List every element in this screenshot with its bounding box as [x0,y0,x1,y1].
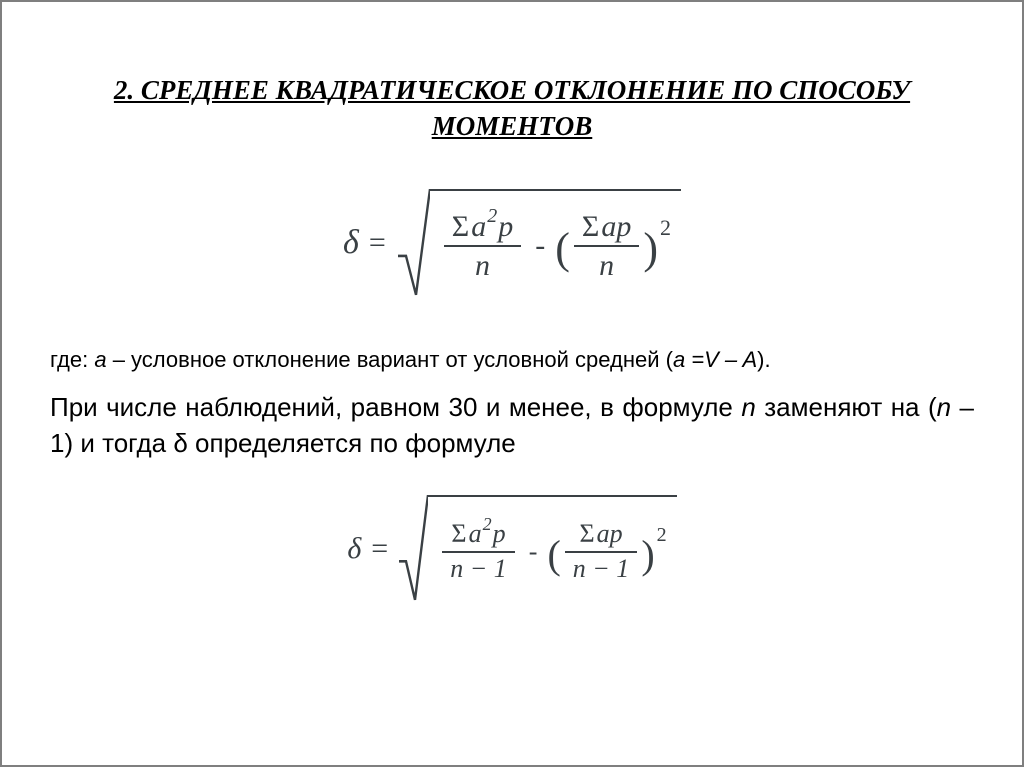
formula2-lhs: δ [347,532,361,566]
formula1-frac1: Σa2p n [444,208,521,284]
formula1-frac2: Σap n [574,208,639,284]
formula1-frac1-den: n [467,247,498,284]
title-line-1: 2. СРЕДНЕЕ КВАДРАТИЧЕСКОЕ ОТКЛОНЕНИЕ ПО … [114,75,910,105]
explain1-post: ). [757,347,770,372]
sigma-symbol: Σ [451,519,466,548]
formula2-frac1-num: Σa2p [443,518,513,551]
exp-2: 2 [487,205,497,227]
var-p: p [493,519,506,548]
slide-title: 2. СРЕДНЕЕ КВАДРАТИЧЕСКОЕ ОТКЛОНЕНИЕ ПО … [50,72,974,145]
minus-symbol: - [535,229,545,263]
formula2-frac2-den: n − 1 [565,553,638,586]
formula2-radicand: Σa2p n − 1 - ( Σap n − 1 ) 2 [428,495,676,602]
outer-exp: 2 [660,215,671,241]
sqrt-icon [396,189,430,297]
formula2-frac1-den: n − 1 [442,553,515,586]
formula2-frac1: Σa2p n − 1 [442,518,515,585]
var-a: a [471,210,486,243]
sigma-symbol: Σ [579,519,594,548]
formula1-radicand: Σa2p n - ( Σap n ) 2 [430,189,681,297]
explain1-pre: где: [50,347,94,372]
explanation-1: где: а – условное отклонение вариант от … [50,345,974,375]
explain2-n2: n [937,392,951,422]
formula1-frac2-den: n [591,247,622,284]
var-ap: ap [601,210,631,243]
title-line-2: МОМЕНТОВ [432,111,593,141]
formula2-frac2: Σap n − 1 [565,518,638,585]
sigma-symbol: Σ [452,210,469,243]
formula2-eq: = [371,532,388,566]
formula1-frac1-num: Σa2p [444,208,521,245]
formula-2: δ = Σa2p n − 1 - ( Σ [50,495,974,602]
explain2-n1: n [741,392,755,422]
formula2-sqrt: Σa2p n − 1 - ( Σap n − 1 ) 2 [398,495,676,602]
formula1-frac2-num: Σap [574,208,639,245]
exp-2: 2 [483,514,492,534]
explain1-mid: – условное отклонение вариант от условно… [107,347,673,372]
sigma-symbol: Σ [582,210,599,243]
var-a: a [469,519,482,548]
explain2-mid1: заменяют на ( [756,392,937,422]
formula1-lhs: δ [343,224,359,262]
explain2-pre: При числе наблюдений, равном 30 и менее,… [50,392,741,422]
slide: 2. СРЕДНЕЕ КВАДРАТИЧЕСКОЕ ОТКЛОНЕНИЕ ПО … [0,0,1024,767]
explain1-a: а [94,347,106,372]
var-ap: ap [597,519,623,548]
explain1-eq: а =V – A [673,347,757,372]
var-p: p [498,210,513,243]
sqrt-icon [398,495,428,602]
outer-exp: 2 [657,524,667,547]
explanation-2: При числе наблюдений, равном 30 и менее,… [50,389,974,462]
formula1-eq: = [369,226,386,260]
formula2-frac2-num: Σap [571,518,630,551]
formula1-sqrt: Σa2p n - ( Σap n ) 2 [396,189,681,297]
minus-symbol: - [529,537,538,567]
formula-1: δ = Σa2p n - ( Σap [50,189,974,297]
